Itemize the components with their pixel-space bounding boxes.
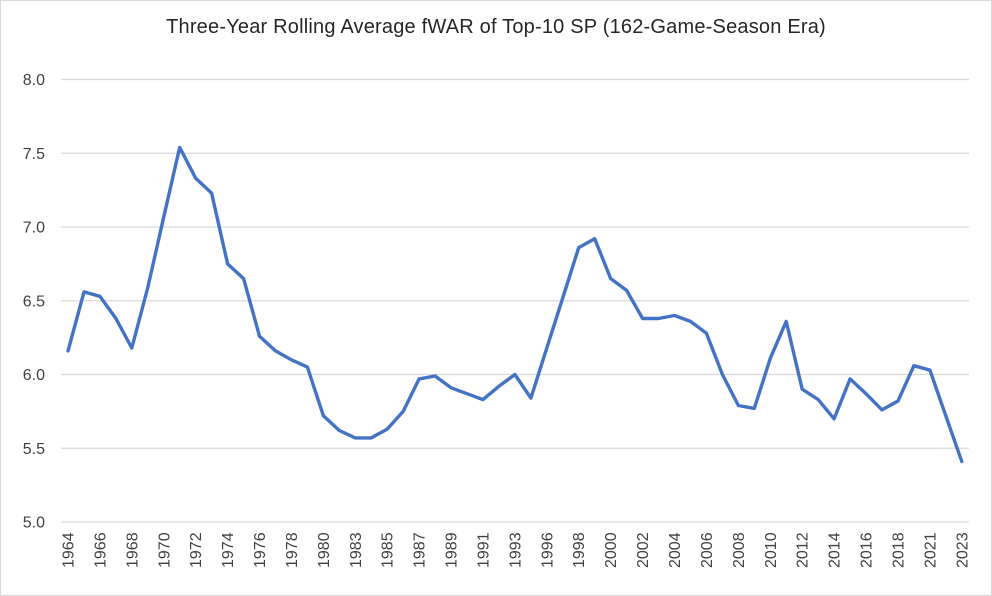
x-axis-tick-label: 2002 — [635, 532, 652, 568]
x-axis-tick-label: 2000 — [603, 532, 620, 568]
y-axis-tick-label: 5.0 — [23, 515, 45, 532]
x-axis-tick-label: 1966 — [92, 532, 109, 568]
y-axis-tick-label: 7.5 — [23, 146, 45, 163]
y-axis-tick-label: 5.5 — [23, 441, 45, 458]
x-axis-tick-label: 1980 — [316, 532, 333, 568]
x-axis-tick-label: 1993 — [507, 532, 524, 568]
x-axis-tick-label: 1976 — [252, 532, 269, 568]
y-axis-tick-label: 7.0 — [23, 220, 45, 237]
x-axis-tick-label: 1968 — [124, 532, 141, 568]
x-axis-tick-label: 1972 — [188, 532, 205, 568]
y-axis-tick-label: 8.0 — [23, 72, 45, 89]
x-axis-tick-label: 2016 — [859, 532, 876, 568]
x-axis-tick-label: 2006 — [699, 532, 716, 568]
x-axis-tick-label: 1985 — [380, 532, 397, 568]
x-axis-tick-label: 1978 — [284, 532, 301, 568]
x-axis-tick-label: 2018 — [890, 532, 907, 568]
x-axis-tick-label: 1987 — [412, 532, 429, 568]
x-axis-tick-label: 2014 — [827, 532, 844, 568]
x-axis-tick-label: 2023 — [954, 532, 971, 568]
x-axis-tick-label: 1991 — [475, 532, 492, 568]
x-axis-tick-label: 2010 — [763, 532, 780, 568]
x-axis-tick-label: 2012 — [795, 532, 812, 568]
y-axis-tick-label: 6.0 — [23, 367, 45, 384]
x-axis-tick-label: 2004 — [667, 532, 684, 568]
x-axis-tick-label: 1970 — [156, 532, 173, 568]
x-axis-tick-label: 1996 — [539, 532, 556, 568]
x-axis-tick-label: 1989 — [444, 532, 461, 568]
chart-title: Three-Year Rolling Average fWAR of Top-1… — [166, 16, 826, 38]
x-axis-tick-label: 1974 — [220, 532, 237, 568]
x-axis-tick-label: 1983 — [348, 532, 365, 568]
x-axis-tick-label: 1998 — [571, 532, 588, 568]
y-axis-tick-label: 6.5 — [23, 293, 45, 310]
x-axis-tick-label: 2008 — [731, 532, 748, 568]
data-series-line — [66, 145, 964, 464]
x-axis-tick-label: 1964 — [61, 532, 78, 568]
x-axis-tick-label: 2021 — [922, 532, 939, 568]
